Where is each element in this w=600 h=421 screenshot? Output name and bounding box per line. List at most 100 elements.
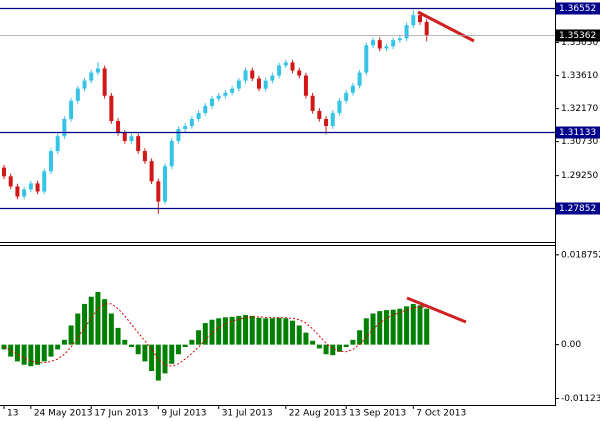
histogram-bar: [316, 344, 322, 349]
histogram-bar: [276, 317, 282, 345]
candle-body: [69, 100, 74, 119]
candle-body: [424, 22, 429, 36]
histogram-bar: [296, 325, 302, 345]
histogram-bar: [175, 344, 181, 355]
last-price-box: [556, 29, 600, 42]
histogram-bar: [283, 318, 289, 345]
histogram-bar: [41, 344, 47, 362]
candle-body: [156, 181, 161, 202]
candle-body: [263, 80, 268, 89]
histogram-bar: [75, 313, 81, 345]
histogram-bar: [162, 344, 168, 374]
candle-body: [317, 110, 322, 119]
histogram-bar: [8, 344, 14, 357]
candle-body: [303, 75, 308, 96]
candle-body: [129, 136, 134, 141]
candle-body: [350, 85, 355, 93]
histogram-bar: [323, 344, 329, 355]
candle-body: [95, 68, 100, 73]
histogram-bar: [263, 318, 269, 345]
histogram-bar: [122, 339, 128, 345]
histogram-bar: [128, 344, 134, 348]
candle-body: [189, 118, 194, 127]
histogram-bar: [350, 339, 356, 345]
candle-body: [209, 98, 214, 106]
histogram-bar: [202, 323, 208, 345]
candle-body: [2, 167, 6, 177]
x-tick-label: 13 Sep 2013: [349, 409, 406, 419]
histogram-bar: [68, 325, 74, 345]
candle-body: [55, 136, 60, 152]
x-tick-label: 7 Oct 2013: [416, 409, 466, 419]
candle-body: [337, 100, 342, 113]
histogram-bar: [330, 344, 336, 356]
candle-body: [250, 70, 255, 79]
candle-body: [324, 118, 329, 127]
candle-body: [411, 15, 416, 26]
last-price-label: 1.35362: [559, 31, 596, 41]
candle-body: [163, 166, 168, 202]
y-tick-label: 1.33610: [561, 71, 598, 81]
trend-line: [417, 10, 475, 43]
candle-body: [169, 140, 174, 167]
histogram-bar: [236, 315, 242, 345]
candle-body: [417, 15, 422, 23]
histogram-bar: [169, 344, 175, 364]
candle-body: [102, 68, 107, 96]
level-label-box: [556, 2, 600, 15]
histogram-bar: [417, 305, 423, 345]
histogram-bar: [397, 308, 403, 345]
histogram-bar: [135, 344, 141, 355]
candle-body: [42, 171, 47, 192]
y-tick-label: 1.30730: [561, 137, 598, 147]
level-label-box: [556, 202, 600, 215]
histogram-bar: [28, 344, 34, 367]
x-tick-label: 31 Jul 2013: [222, 409, 273, 419]
histogram-bar: [222, 317, 228, 345]
candle-body: [297, 70, 302, 76]
candle-body: [364, 45, 369, 73]
histogram-bar: [243, 314, 249, 345]
candle-body: [357, 72, 362, 86]
candle-body: [22, 189, 27, 197]
histogram-bar: [142, 344, 148, 362]
histogram-bar: [336, 344, 342, 352]
candle-body: [196, 112, 201, 119]
candle-body: [28, 183, 33, 190]
histogram-bar: [363, 318, 369, 345]
y-tick-label: 1.29250: [561, 171, 598, 181]
x-tick-label: 13: [7, 409, 18, 419]
candle-body: [136, 136, 141, 152]
candle-body: [15, 186, 20, 197]
histogram-bar: [82, 303, 88, 345]
candle-body: [116, 121, 121, 133]
x-tick-label: 22 Aug 2013: [289, 409, 347, 419]
candle-body: [371, 40, 376, 46]
histogram-bar: [269, 318, 275, 345]
y-tick-label: -0.011236: [561, 394, 600, 404]
candle-body: [89, 72, 94, 81]
histogram-bar: [216, 318, 222, 345]
histogram-bar: [196, 330, 202, 345]
histogram-bar: [390, 309, 396, 345]
candle-body: [8, 176, 13, 187]
candle-body: [62, 118, 67, 137]
candle-body: [82, 80, 87, 89]
histogram-bar: [48, 344, 54, 357]
candle-body: [142, 151, 147, 162]
candle-body: [176, 129, 181, 141]
histogram-bar: [256, 317, 262, 345]
candle-body: [256, 78, 261, 89]
y-tick-label: 1.32170: [561, 104, 598, 114]
x-tick-label: 17 Jun 2013: [94, 409, 148, 419]
candle-body: [48, 151, 53, 172]
histogram-bar: [115, 327, 121, 345]
x-tick-label: 24 May 2013: [34, 409, 93, 419]
histogram-bar: [35, 344, 41, 365]
candle-body: [109, 95, 114, 121]
candle-body: [270, 75, 275, 81]
candle-body: [397, 38, 402, 41]
candle-body: [122, 132, 127, 141]
histogram-bar: [343, 344, 349, 348]
